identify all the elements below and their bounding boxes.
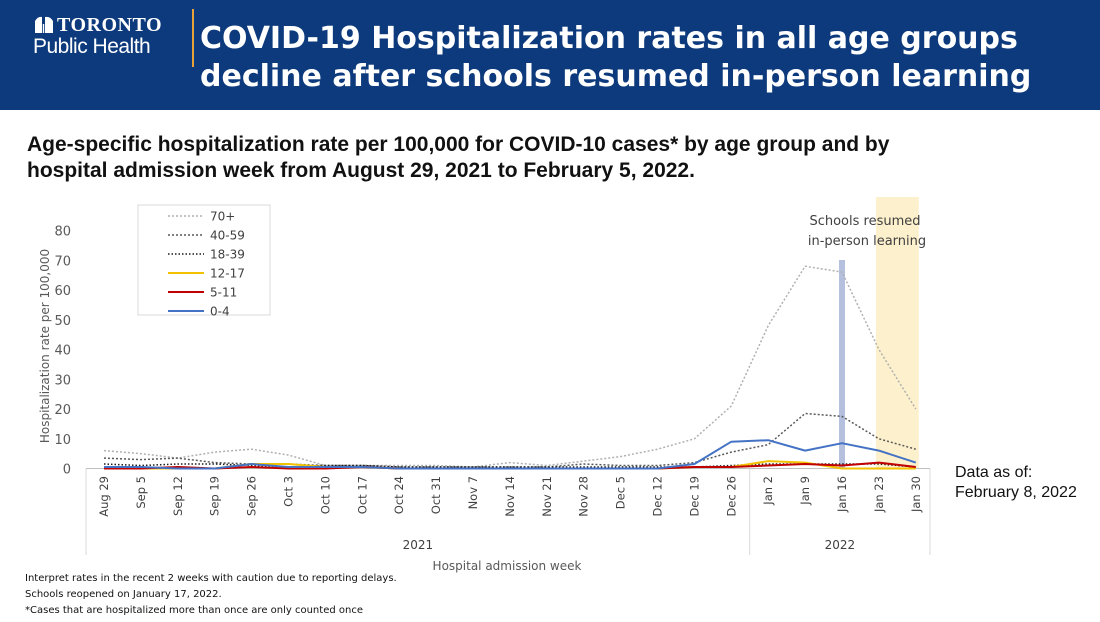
legend-box [137, 204, 271, 316]
x-tick-label: Nov 21 [540, 476, 554, 517]
y-axis-label: Hospitalization rate per 100,000 [38, 249, 52, 443]
chart-subtitle-line-1: Age-specific hospitalization rate per 10… [27, 133, 890, 156]
y-tick-label: 60 [54, 284, 71, 299]
x-tick-label: Nov 7 [466, 476, 480, 509]
highlight-band [875, 197, 919, 469]
x-tick-label: Jan 16 [835, 476, 849, 513]
y-tick-label: 40 [54, 344, 71, 359]
x-tick-label: Dec 19 [687, 476, 701, 517]
data-as-of-date: February 8, 2022 [955, 484, 1077, 501]
y-tick-label: 20 [54, 403, 71, 418]
series-line-0-4 [104, 439, 917, 470]
x-tick-label: Jan 23 [872, 476, 886, 513]
y-tick-label: 0 [63, 463, 71, 478]
schools-resumed-annotation-line-1: Schools resumed [809, 214, 920, 229]
year-group-label: 2021 [403, 538, 434, 552]
x-axis-label: Hospital admission week [433, 559, 582, 573]
y-tick-label: 80 [54, 225, 71, 240]
x-tick-label: Jan 2 [761, 476, 775, 506]
series-line-70plus [103, 265, 917, 468]
page-title: COVID-19 Hospitalization rates in all ag… [200, 20, 1031, 96]
series-line-40-59 [103, 412, 917, 468]
legend-label: 0-4 [210, 305, 230, 319]
x-tick-label: Sep 26 [245, 476, 259, 516]
y-tick-label: 70 [54, 254, 71, 269]
x-tick-label: Dec 5 [614, 476, 628, 509]
y-tick-label: 50 [54, 314, 71, 329]
header-divider [192, 9, 194, 67]
legend-label: 40-59 [210, 229, 245, 243]
footnote-caution: Interpret rates in the recent 2 weeks wi… [25, 573, 397, 584]
city-hall-icon [33, 15, 55, 35]
footnote-counted-once: *Cases that are hospitalized more than o… [25, 605, 363, 616]
page-title-line-1: COVID-19 Hospitalization rates in all ag… [200, 21, 1018, 56]
x-tick-label: Sep 12 [171, 476, 185, 516]
x-tick-label: Oct 31 [429, 476, 443, 514]
chart-subtitle: Age-specific hospitalization rate per 10… [27, 132, 1027, 184]
footnotes: Interpret rates in the recent 2 weeks wi… [25, 571, 397, 619]
x-tick-label: Oct 10 [318, 476, 332, 514]
toronto-public-health-logo: TORONTO Public Health [33, 14, 162, 59]
y-tick-label: 30 [54, 373, 71, 388]
x-tick-label: Oct 3 [282, 476, 296, 507]
x-tick-label: Sep 5 [134, 476, 148, 509]
data-as-of: Data as of: February 8, 2022 [955, 463, 1077, 503]
legend-label: 18-39 [210, 248, 245, 262]
x-tick-label: Nov 28 [577, 476, 591, 517]
legend-label: 12-17 [210, 267, 245, 281]
legend-label: 5-11 [210, 286, 237, 300]
x-tick-label: Aug 29 [97, 476, 111, 517]
logo-text-public-health: Public Health [33, 35, 151, 58]
x-tick-label: Jan 9 [798, 476, 812, 506]
x-tick-label: Nov 14 [503, 476, 517, 517]
data-as-of-label: Data as of: [955, 464, 1033, 481]
x-tick-label: Dec 26 [724, 476, 738, 517]
x-tick-label: Jan 30 [909, 476, 923, 513]
logo-text-toronto: TORONTO [57, 14, 163, 36]
legend-label: 70+ [210, 210, 235, 224]
x-tick-label: Dec 12 [651, 476, 665, 517]
header-banner: TORONTO Public Health COVID-19 Hospitali… [0, 0, 1100, 110]
footnote-schools-reopened: Schools reopened on January 17, 2022. [25, 589, 222, 600]
chart-subtitle-line-2: hospital admission week from August 29, … [27, 159, 695, 182]
schools-resumed-annotation-line-2: in-person learning [808, 234, 926, 249]
x-tick-label: Oct 24 [392, 476, 406, 514]
year-group-label: 2022 [825, 538, 856, 552]
page-title-line-2: decline after schools resumed in-person … [200, 59, 1032, 94]
y-tick-label: 10 [54, 433, 71, 448]
x-tick-label: Sep 19 [208, 476, 222, 516]
chart-legend: 70+ 40-59 18-39 12-17 5-11 0-4 [137, 204, 271, 319]
x-tick-label: Oct 17 [355, 476, 369, 514]
schools-resumed-marker [839, 260, 845, 469]
